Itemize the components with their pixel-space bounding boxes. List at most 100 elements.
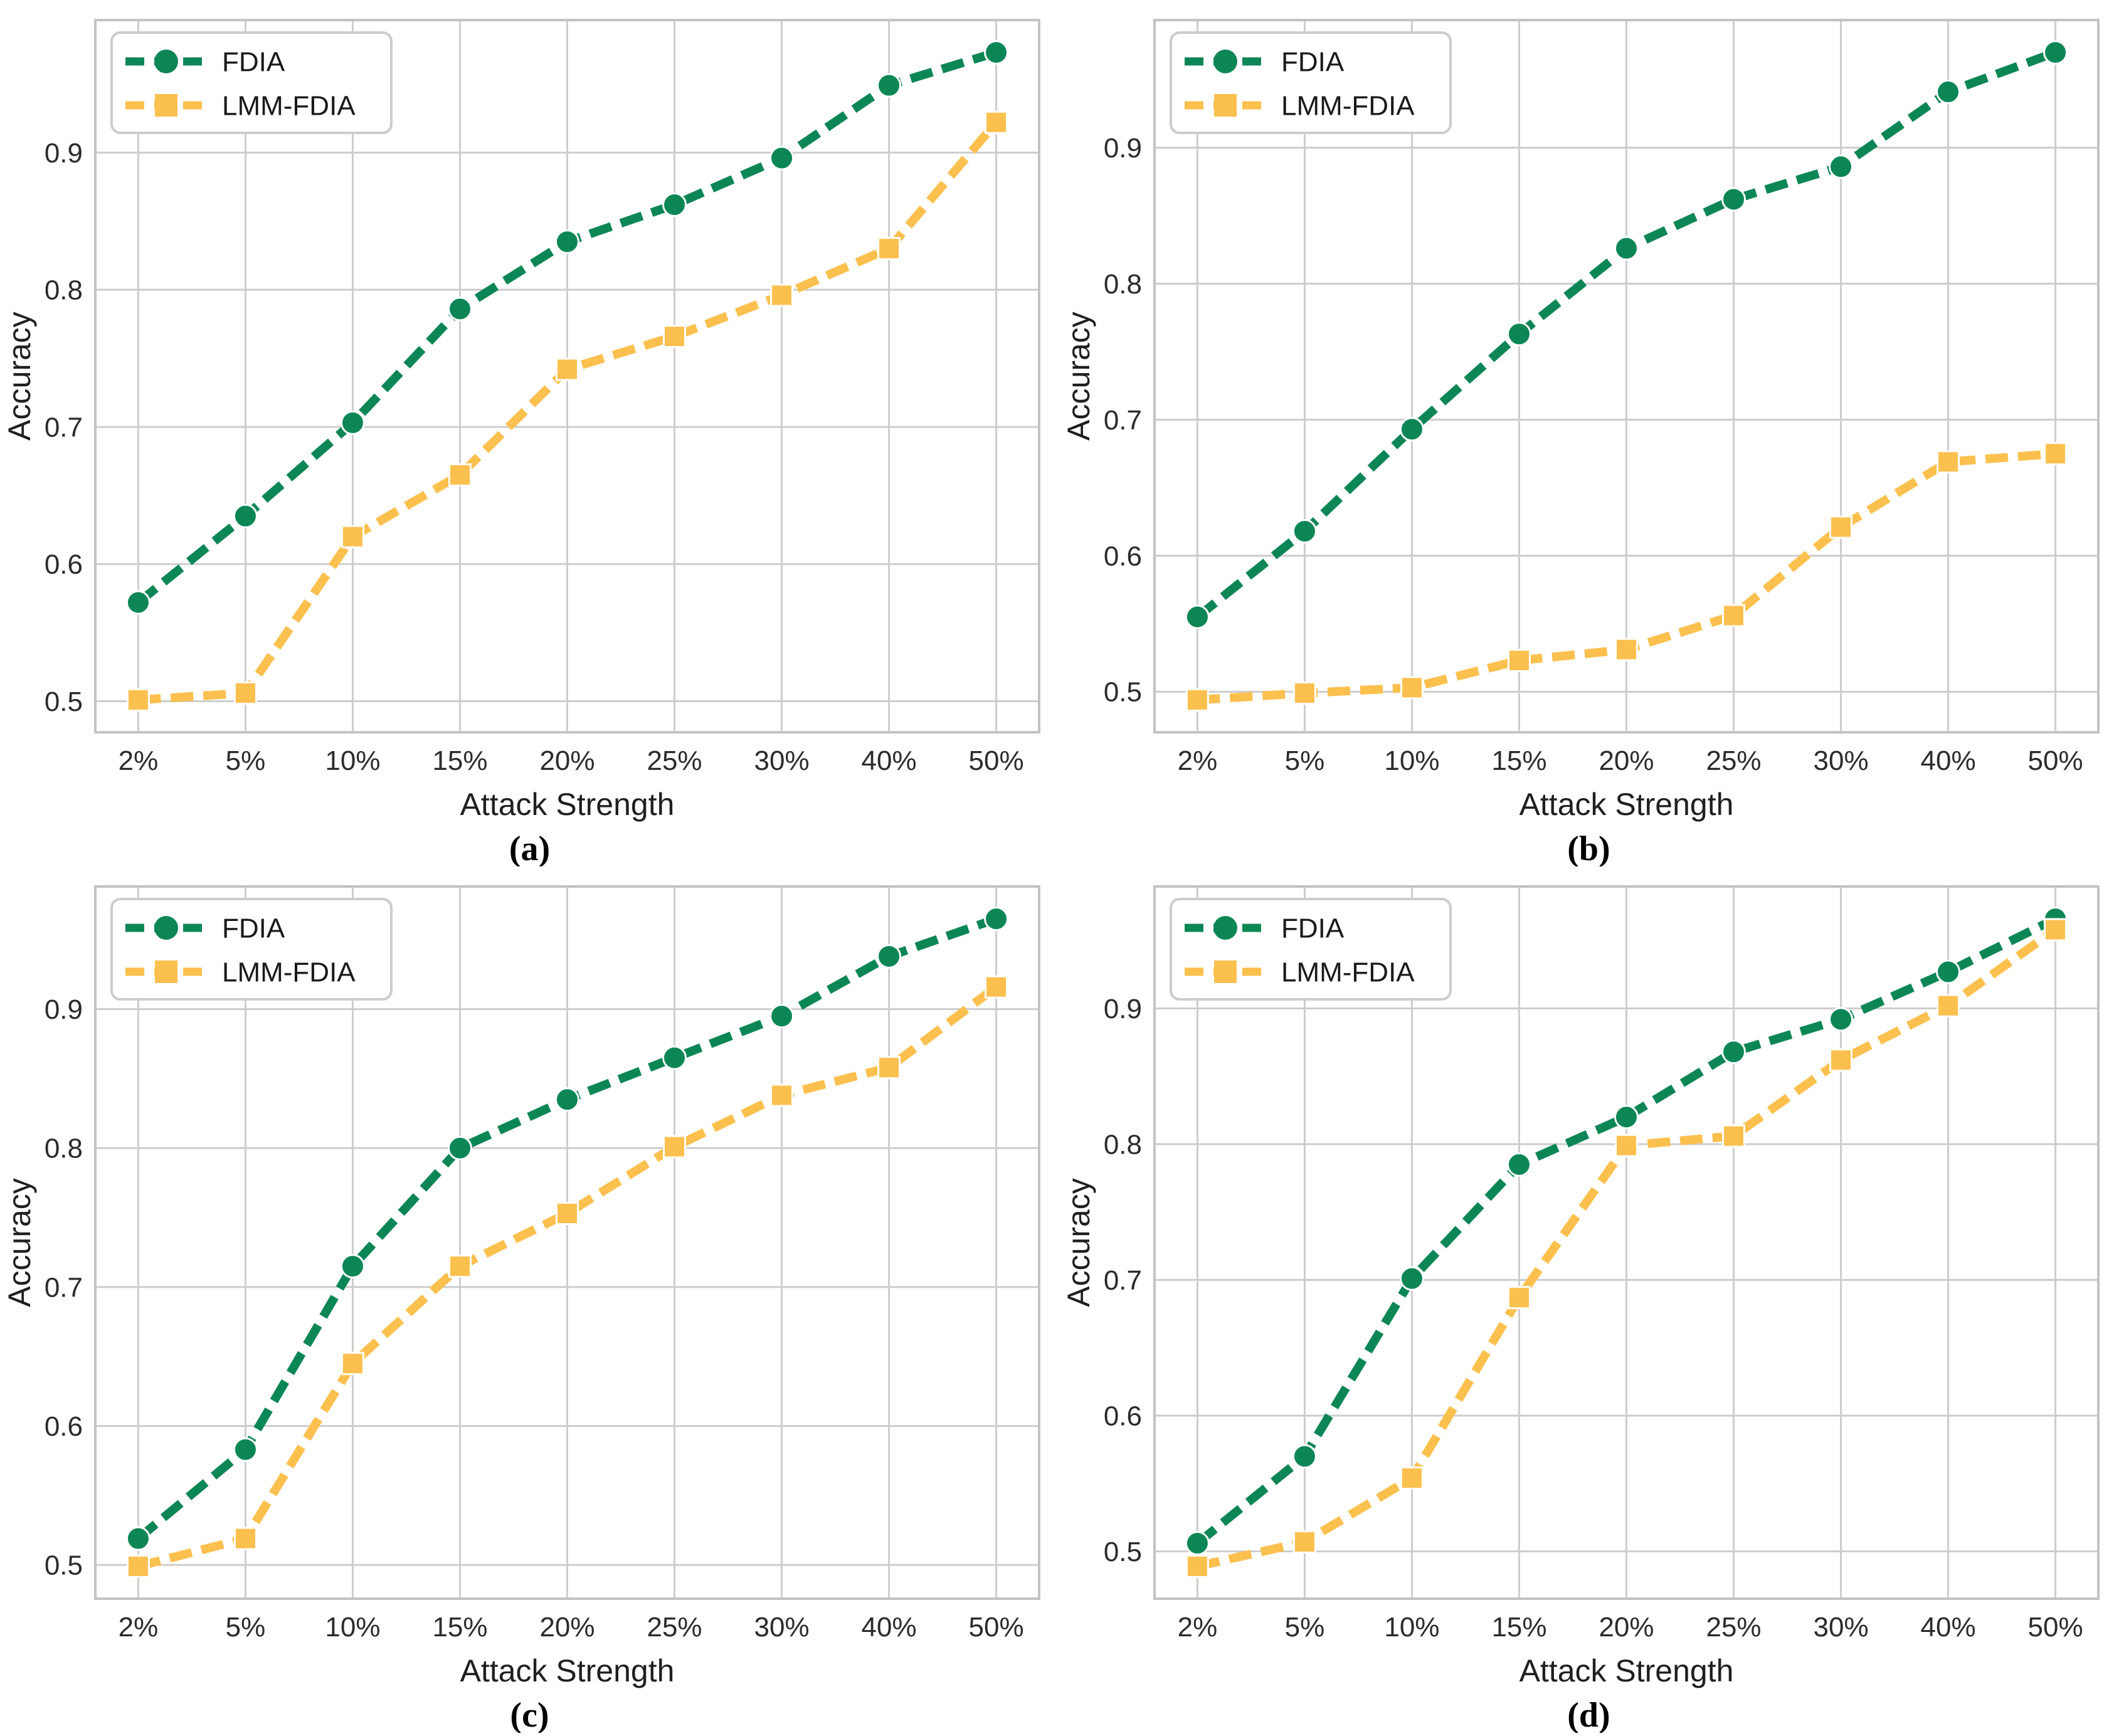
subfigure-caption: (d)	[1567, 1696, 1610, 1733]
y-tick-label: 0.8	[1104, 1129, 1142, 1160]
legend-box	[1170, 898, 1452, 1001]
subfigure-b: 0.5 0.6 0.7 0.8 0.9 2% 5% 10% 15% 20% 25% 30% 40% 50%…	[1059, 0, 2119, 868]
legend: FDIA LMM-FDIA	[1170, 898, 1452, 1001]
subfigure-caption: (b)	[1567, 829, 1610, 866]
fdia-marker	[1399, 1266, 1424, 1291]
legend-label-lmm-fdia: LMM-FDIA	[222, 957, 356, 987]
gridlines	[95, 886, 1039, 1599]
x-tick-label: 20%	[539, 745, 594, 776]
legend-label-lmm-fdia: LMM-FDIA	[1281, 957, 1415, 987]
chart-b: 0.5 0.6 0.7 0.8 0.9 2% 5% 10% 15% 20% 25% 30% 40% 50%…	[1061, 19, 2100, 868]
x-tick-label: 2%	[119, 1612, 159, 1643]
x-tick-label: 20%	[539, 1612, 594, 1643]
legend-marker-lmm-fdia	[155, 94, 177, 117]
fdia-marker	[662, 192, 687, 218]
lmm-fdia-marker	[1507, 648, 1531, 672]
y-axis-title: Accuracy	[1061, 1178, 1096, 1307]
legend-label-lmm-fdia: LMM-FDIA	[1281, 90, 1415, 121]
fdia-marker	[877, 73, 902, 98]
fdia-marker	[1506, 1152, 1531, 1177]
legend-marker-fdia	[154, 916, 178, 940]
x-tick-label: 30%	[1814, 1612, 1869, 1643]
y-tick-label: 0.5	[1104, 1537, 1142, 1567]
series-fdia	[1185, 40, 2068, 629]
x-tick-label: 10%	[1384, 745, 1439, 776]
gridlines	[1155, 886, 2098, 1599]
plot-frame	[94, 885, 1040, 1600]
x-tick-label: 40%	[1921, 1612, 1976, 1643]
series-lmm-fdia	[1185, 918, 2068, 1578]
legend: FDIA LMM-FDIA	[110, 31, 393, 134]
subfigure-c: 0.5 0.6 0.7 0.8 0.9 2% 5% 10% 15% 20% 25% 30% 40% 50%…	[0, 866, 1059, 1735]
lmm-fdia-marker	[1615, 1134, 1638, 1157]
fdia-marker	[2043, 40, 2068, 65]
lmm-fdia-marker	[770, 283, 794, 307]
lmm-fdia-marker	[770, 1083, 794, 1107]
y-tick-label: 0.5	[45, 1550, 83, 1581]
legend: FDIA LMM-FDIA	[1170, 31, 1452, 134]
x-tick-label: 10%	[325, 1612, 380, 1643]
lmm-fdia-marker	[1400, 676, 1424, 700]
lmm-fdia-marker	[233, 681, 257, 705]
lmm-fdia-marker	[556, 1201, 579, 1225]
lmm-fdia-marker	[1185, 1554, 1209, 1578]
fdia-marker	[1399, 417, 1424, 442]
lmm-fdia-marker	[1507, 1286, 1531, 1310]
series-fdia	[125, 907, 1009, 1551]
lmm-fdia-marker	[877, 237, 901, 261]
x-tick-label: 15%	[432, 1612, 487, 1643]
x-tick-label: 5%	[1285, 745, 1325, 776]
y-tick-label: 0.7	[45, 1272, 83, 1303]
x-tick-label: 2%	[119, 745, 159, 776]
x-tick-label: 20%	[1598, 1612, 1654, 1643]
fdia-marker	[233, 1437, 258, 1462]
legend-marker-lmm-fdia	[155, 960, 177, 983]
x-tick-label: 15%	[1491, 745, 1546, 776]
x-tick-label: 30%	[754, 745, 810, 776]
x-tick-label: 25%	[1706, 745, 1761, 776]
lmm-fdia-marker	[1829, 515, 1853, 539]
x-tick-label: 30%	[754, 1612, 810, 1643]
fdia-marker	[340, 1254, 365, 1279]
lmm-fdia-marker	[2044, 918, 2068, 942]
y-tick-label: 0.8	[1104, 269, 1142, 300]
fdia-marker	[125, 590, 151, 615]
fdia-marker	[233, 503, 258, 529]
lmm-fdia-marker	[556, 357, 579, 381]
subfigure-caption: (a)	[509, 829, 550, 866]
lmm-fdia-marker	[985, 975, 1008, 999]
fdia-marker	[125, 1526, 151, 1551]
x-tick-label: 10%	[1384, 1612, 1439, 1643]
x-tick-label: 25%	[647, 745, 702, 776]
lmm-fdia-marker	[448, 1255, 472, 1278]
y-tick-label: 0.6	[1104, 1401, 1142, 1431]
x-axis-title: Attack Strength	[460, 1653, 675, 1688]
y-tick-label: 0.5	[45, 687, 83, 717]
lmm-fdia-marker	[2044, 442, 2068, 466]
fdia-marker	[769, 145, 795, 171]
y-tick-label: 0.9	[45, 138, 83, 169]
lmm-fdia-marker	[1185, 688, 1209, 712]
fdia-marker	[1185, 604, 1210, 629]
fdia-marker	[447, 1135, 472, 1160]
lmm-fdia-marker	[126, 1554, 150, 1578]
fdia-marker	[1292, 518, 1317, 544]
fdia-marker	[1829, 1007, 1854, 1032]
y-tick-label: 0.5	[1104, 677, 1142, 708]
x-tick-label: 5%	[226, 745, 266, 776]
subfigure-a: 0.5 0.6 0.7 0.8 0.9 2% 5% 10% 15% 20% 25% 30% 40% 50%…	[0, 0, 1059, 868]
legend-label-fdia: FDIA	[1281, 46, 1345, 77]
lmm-fdia-marker	[877, 1056, 901, 1080]
y-axis-title: Accuracy	[2, 1178, 37, 1307]
legend: FDIA LMM-FDIA	[110, 898, 393, 1001]
x-tick-label: 15%	[1491, 1612, 1546, 1643]
legend-box	[110, 31, 393, 134]
x-tick-label: 2%	[1178, 1612, 1218, 1643]
fdia-marker	[984, 907, 1009, 932]
series-lmm-fdia	[126, 975, 1008, 1578]
lmm-fdia-marker	[985, 110, 1008, 134]
x-tick-label: 20%	[1598, 745, 1654, 776]
subfigure-d: 0.5 0.6 0.7 0.8 0.9 2% 5% 10% 15% 20% 25% 30% 40% 50%…	[1059, 866, 2119, 1735]
series-lmm-fdia	[1185, 442, 2068, 712]
